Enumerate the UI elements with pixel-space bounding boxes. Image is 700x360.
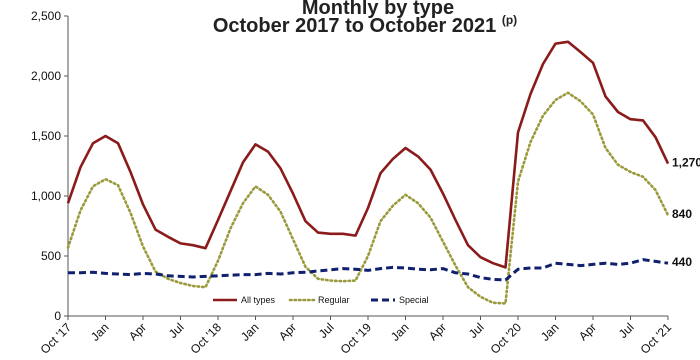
- x-tick-label: Jan: [88, 320, 112, 344]
- end-labels: 1,270 840 440: [672, 156, 700, 270]
- legend-label: Regular: [318, 295, 350, 305]
- legend-label: Special: [399, 295, 429, 305]
- x-tick-label: Oct '21: [638, 320, 675, 357]
- x-tick-label: Jul: [166, 320, 187, 341]
- x-tick-label: Oct '19: [338, 320, 375, 357]
- chart-title-line-2-text: October 2017 to October 2021: [213, 15, 496, 37]
- series-end-label: 840: [672, 207, 692, 221]
- x-tick-label: Apr: [276, 320, 299, 343]
- series-end-label: 1,270: [672, 156, 700, 170]
- y-tick-label: 500: [41, 249, 61, 263]
- x-tick-label: Oct '18: [188, 320, 225, 357]
- y-tick-label: 2,500: [31, 9, 61, 23]
- x-tick-label: Oct '17: [38, 320, 75, 357]
- series-line-special: [68, 258, 669, 282]
- x-tick-label: Apr: [126, 320, 149, 343]
- x-tick-label: Apr: [576, 320, 599, 343]
- x-tick-label: Jan: [388, 320, 412, 344]
- chart-title: Monthly by type October 2017 to October …: [213, 0, 517, 37]
- series-line-all-types: [66, 40, 670, 269]
- chart-title-line-1: Monthly by type: [302, 0, 454, 19]
- chart-title-superscript: (p): [502, 13, 517, 27]
- series-line-regular: [66, 91, 670, 305]
- y-tick-label: 0: [54, 309, 61, 323]
- y-tick-label: 1,000: [31, 189, 61, 203]
- x-tick-label: Oct '20: [488, 320, 525, 357]
- x-tick-label: Jan: [538, 320, 562, 344]
- x-tick-label: Jan: [238, 320, 262, 344]
- legend-label: All types: [241, 295, 276, 305]
- x-tick-label: Jul: [466, 320, 487, 341]
- chart-title-line-2: October 2017 to October 2021 (p): [213, 13, 517, 37]
- axes: 0 500 1,000 1,500 2,000 2,500 Oct '17 Jan Apr Jul…: [31, 9, 674, 357]
- y-tick-label: 1,500: [31, 129, 61, 143]
- series-end-label: 440: [672, 255, 692, 269]
- x-tick-label: Jul: [316, 320, 337, 341]
- y-tick-label: 2,000: [31, 69, 61, 83]
- legend: All types Regular Special: [213, 295, 429, 305]
- x-tick-label: Jul: [616, 320, 637, 341]
- x-tick-label: Apr: [426, 320, 449, 343]
- series-layer: [66, 40, 670, 305]
